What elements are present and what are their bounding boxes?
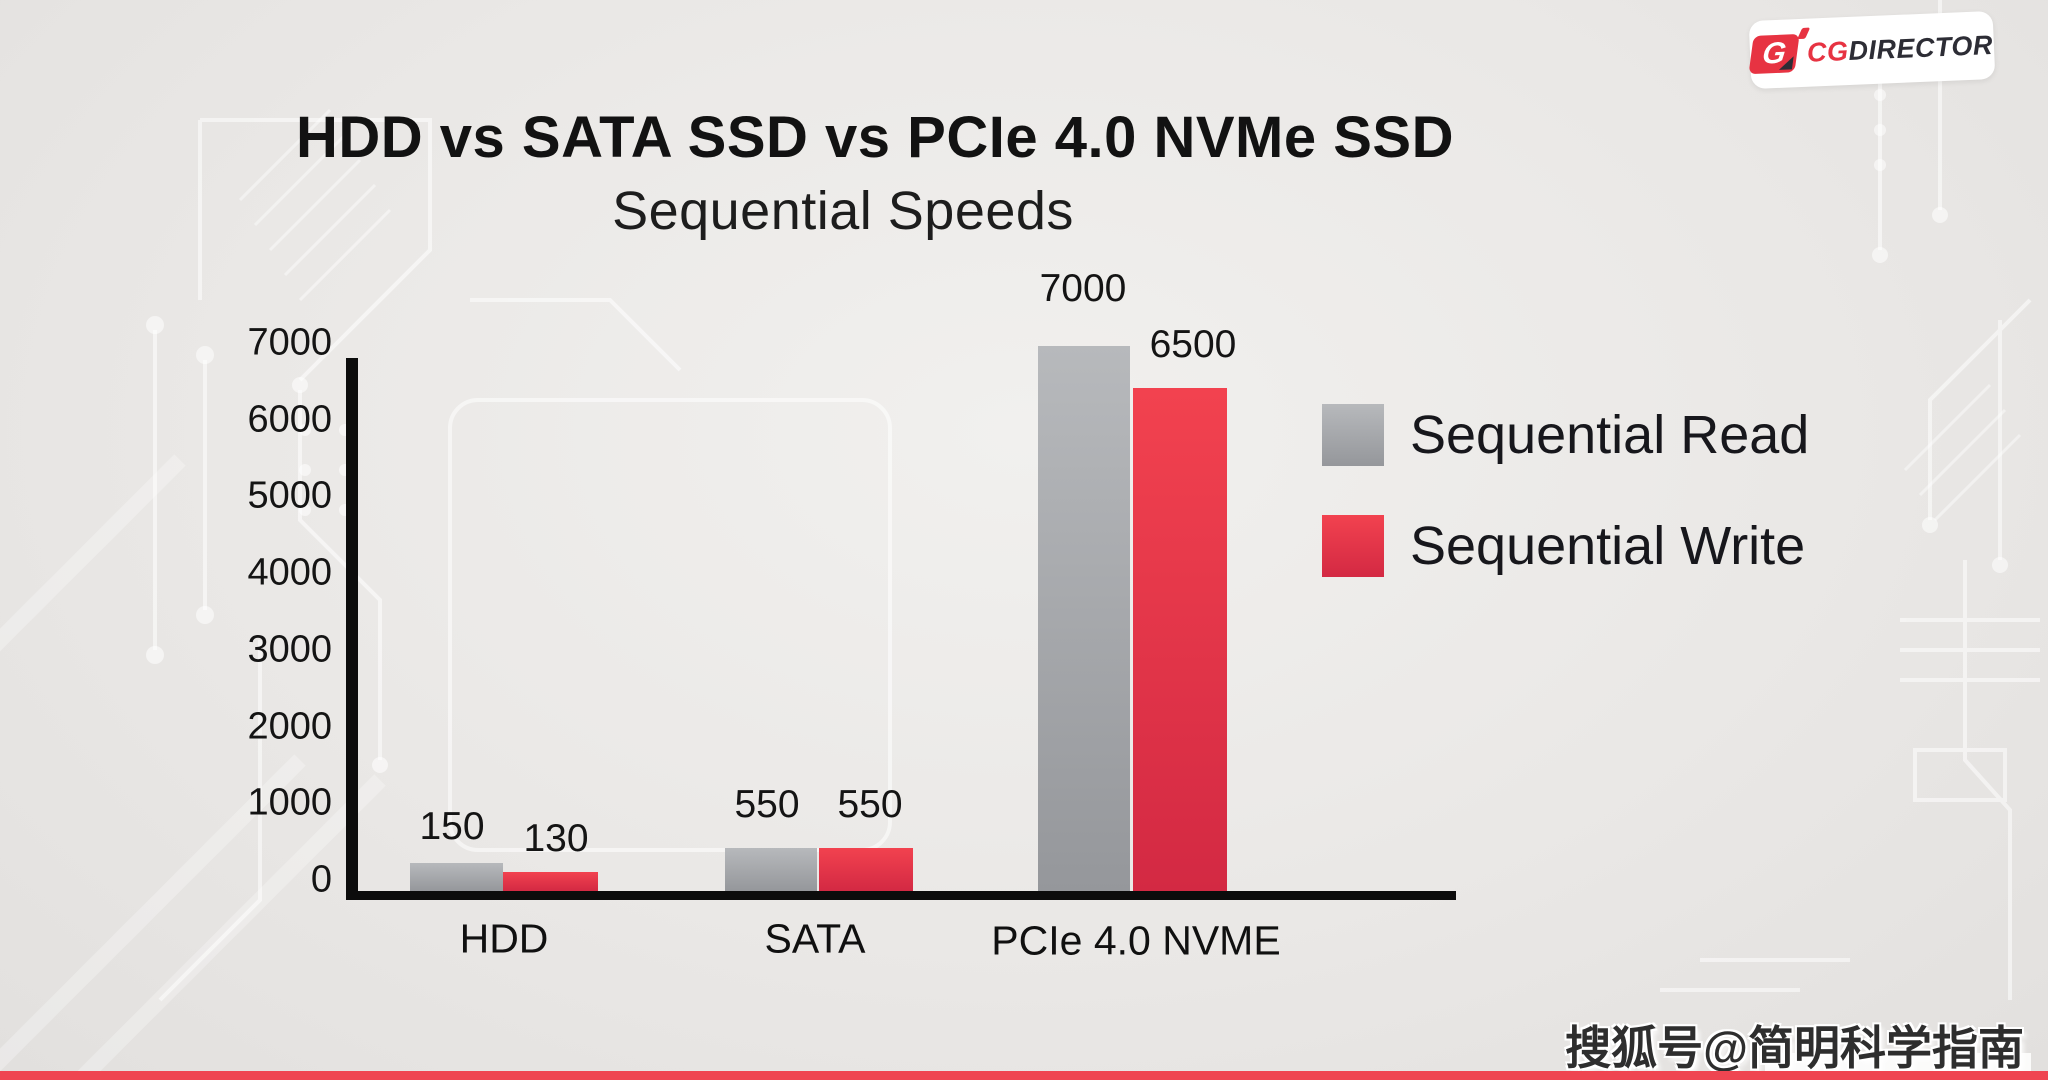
legend-label-sequential-write: Sequential Write — [1410, 516, 1806, 576]
bar-pcie-4-0-nvme-sequential-write — [1133, 388, 1227, 891]
value-label-hdd-sequential-read: 150 — [419, 805, 485, 848]
y-tick-6000: 6000 — [247, 398, 332, 441]
y-tick-3000: 3000 — [247, 628, 332, 671]
bar-pcie-4-0-nvme-sequential-read — [1038, 346, 1130, 891]
bar-sata-sequential-write — [819, 848, 913, 891]
bar-hdd-sequential-read — [410, 863, 503, 891]
legend-item-sequential-read: Sequential Read — [1322, 404, 1809, 466]
legend-label-sequential-read: Sequential Read — [1410, 405, 1810, 465]
legend-swatch-sequential-read — [1322, 404, 1384, 466]
bar-hdd-sequential-write — [503, 872, 598, 891]
bar-sata-sequential-read — [725, 848, 817, 891]
x-axis-line — [346, 891, 1456, 900]
legend-item-sequential-write: Sequential Write — [1322, 515, 1805, 577]
chart-title: HDD vs SATA SSD vs PCIe 4.0 NVMe SSD — [296, 105, 1454, 170]
legend-swatch-sequential-write — [1322, 515, 1384, 577]
x-label-pcie-4-0-nvme: PCIe 4.0 NVME — [991, 917, 1281, 964]
y-tick-4000: 4000 — [247, 551, 332, 594]
y-tick-0: 0 — [310, 858, 332, 901]
y-tick-7000: 7000 — [247, 321, 332, 364]
x-label-hdd: HDD — [459, 915, 549, 962]
value-label-sata-sequential-write: 550 — [837, 783, 903, 826]
watermark-text: 搜狐号@简明科学指南 — [1565, 1022, 2024, 1074]
watermark-highlight-box — [1765, 1053, 2031, 1073]
x-label-sata: SATA — [764, 915, 866, 962]
chart-subtitle: Sequential Speeds — [612, 181, 1074, 241]
y-tick-5000: 5000 — [247, 474, 332, 517]
value-label-pcie-4-0-nvme-sequential-write: 6500 — [1149, 323, 1237, 366]
y-axis-line — [346, 358, 358, 900]
value-label-pcie-4-0-nvme-sequential-read: 7000 — [1039, 267, 1127, 310]
value-label-hdd-sequential-write: 130 — [523, 817, 589, 860]
bottom-red-strip — [0, 1071, 2048, 1080]
y-tick-1000: 1000 — [247, 781, 332, 824]
value-label-sata-sequential-read: 550 — [734, 783, 800, 826]
y-tick-2000: 2000 — [247, 705, 332, 748]
